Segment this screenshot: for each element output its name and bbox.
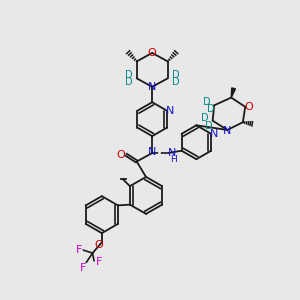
Text: N: N [166,106,174,116]
Text: N: N [148,82,156,92]
Text: O: O [245,102,254,112]
Text: D: D [205,121,213,131]
Text: D: D [201,112,209,123]
Text: N: N [223,126,232,136]
Text: D: D [125,70,133,80]
Text: N: N [210,129,218,139]
Text: N: N [148,147,156,157]
Text: O: O [117,150,126,160]
Text: D: D [202,97,210,107]
Text: D: D [206,104,214,114]
Text: N: N [167,148,176,158]
Text: H: H [170,155,177,164]
Text: O: O [148,48,157,58]
Text: D: D [172,70,179,80]
Text: O: O [94,240,103,250]
Text: F: F [80,263,86,273]
Text: D: D [125,77,133,87]
Text: F: F [95,257,102,267]
Text: D: D [172,77,179,87]
Text: F: F [75,245,82,255]
Polygon shape [231,88,236,98]
